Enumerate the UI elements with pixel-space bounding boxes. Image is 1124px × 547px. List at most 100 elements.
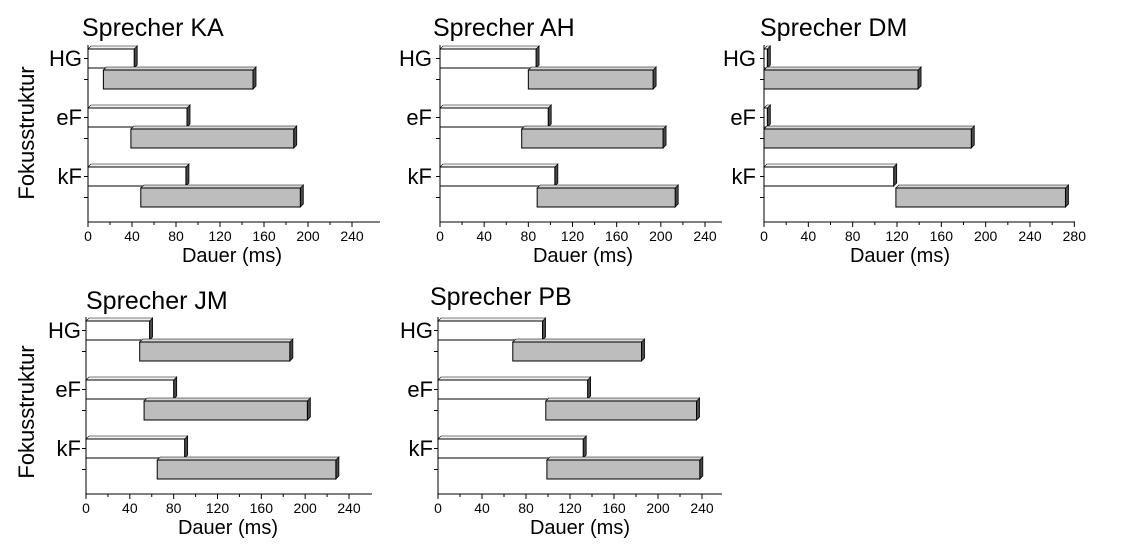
bar-front-face [439,166,556,187]
bar-front-face [87,166,187,187]
x-tick-label: 240 [693,228,717,244]
bar-open [87,163,190,187]
x-tick-label: 160 [602,500,626,516]
bar-front-face [130,128,295,149]
x-tick-label: 0 [760,228,768,244]
category-label: HG [399,46,432,71]
category-label: HG [49,46,82,71]
x-tick-label: 120 [208,228,232,244]
category-label: kF [57,436,81,461]
bar-shaded [143,397,312,421]
category-label: kF [409,436,433,461]
bar-front-face [85,379,175,400]
category-label: kF [408,164,432,189]
bar-front-face [87,48,135,69]
x-axis-label: Dauer (ms) [850,245,950,267]
bar-shaded [102,66,257,90]
x-axis-label: Dauer (ms) [530,517,630,539]
bar-open [437,376,592,400]
x-axis-label: Dauer (ms) [178,517,278,539]
chart-title: Sprecher JM [86,287,228,315]
x-tick-label: 240 [1018,228,1042,244]
x-tick-label: 80 [845,228,861,244]
bar-open [87,104,191,128]
x-tick-label: 40 [124,228,140,244]
bar-front-face [439,48,537,69]
bar-shaded [536,184,679,208]
x-tick-label: 120 [206,500,230,516]
x-tick-label: 200 [293,500,317,516]
bar-front-face [85,438,186,459]
bar-front-face [512,341,642,362]
bar-front-face [87,107,188,128]
bar-shaded [527,66,657,90]
x-tick-label: 200 [296,228,320,244]
bar-front-face [763,69,919,90]
category-label: HG [400,318,433,343]
x-tick-label: 240 [690,500,714,516]
category-label: eF [55,377,81,402]
bar-shaded [546,456,704,480]
bar-shaded [895,184,1070,208]
bar-front-face [763,128,972,149]
bar-shaded [138,338,294,362]
x-tick-label: 240 [337,500,361,516]
bar-front-face [536,187,676,208]
bar-front-face [140,187,301,208]
chart-panel: Sprecher PB 0 40 80 120 160 200 240 Dauer (ms) HG… [400,283,722,539]
bar-front-face [439,107,549,128]
x-tick-label: 240 [340,228,364,244]
bar-front-face [139,341,291,362]
x-tick-label: 0 [84,228,92,244]
category-label: kF [58,164,82,189]
x-tick-label: 160 [605,228,629,244]
bar-open [763,104,772,128]
bar-open [85,376,178,400]
bar-open [87,45,138,69]
bar-shaded [763,125,975,149]
bar-open [437,435,587,459]
bar-shaded [545,397,701,421]
x-tick-label: 160 [930,228,954,244]
bar-front-face [546,459,701,480]
x-tick-label: 0 [436,228,444,244]
bar-front-face [527,69,654,90]
chart-panel: Sprecher KA Fokusstruktur 0 40 80 120 160 200 24… [14,14,380,267]
bar-front-face [521,128,664,149]
bar-front-face [437,320,543,341]
category-label: kF [732,164,756,189]
bar-front-face [437,379,589,400]
bar-front-face [545,400,697,421]
x-tick-label: 80 [166,500,182,516]
x-tick-label: 40 [122,500,138,516]
x-tick-label: 200 [974,228,998,244]
category-label: eF [730,105,756,130]
x-tick-label: 120 [885,228,909,244]
bar-front-face [895,187,1066,208]
bar-front-face [85,320,151,341]
x-tick-label: 120 [561,228,585,244]
category-label: HG [48,318,81,343]
bar-shaded [130,125,298,149]
x-tick-label: 160 [252,228,276,244]
category-label: HG [723,46,756,71]
x-axis-label: Dauer (ms) [182,245,282,267]
x-tick-label: 160 [250,500,274,516]
chart-title: Sprecher KA [82,14,224,42]
x-tick-label: 80 [518,500,534,516]
bar-open [85,317,154,341]
x-tick-label: 0 [434,500,442,516]
bar-front-face [763,107,768,128]
category-label: eF [406,105,432,130]
x-tick-label: 200 [649,228,673,244]
bar-open [85,435,189,459]
bar-open [439,104,552,128]
bar-front-face [763,48,768,69]
bar-shaded [156,456,340,480]
bar-open [763,163,898,187]
bar-front-face [156,459,337,480]
bar-shaded [520,125,667,149]
x-tick-label: 120 [558,500,582,516]
bar-front-face [763,166,895,187]
